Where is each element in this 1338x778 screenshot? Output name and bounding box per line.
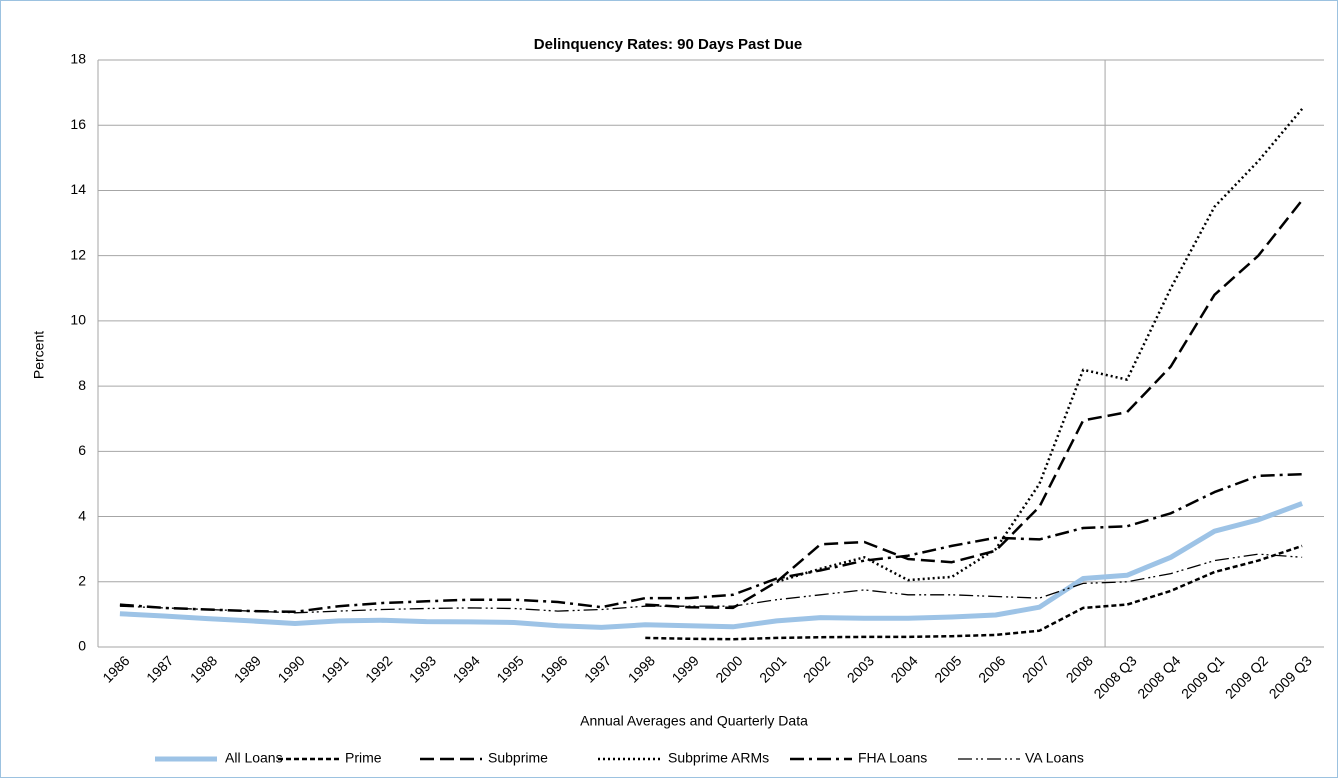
y-tick-label: 16	[70, 116, 86, 132]
y-tick-label: 10	[70, 312, 86, 328]
y-tick-label: 4	[78, 507, 86, 523]
y-tick-label: 14	[70, 181, 86, 197]
y-tick-label: 12	[70, 246, 86, 262]
x-axis-title: Annual Averages and Quarterly Data	[580, 713, 808, 729]
y-tick-label: 8	[78, 377, 86, 393]
legend-label: Subprime	[488, 750, 548, 766]
series-line	[645, 199, 1304, 610]
y-axis-title: Percent	[31, 331, 47, 379]
legend-label: Subprime ARMs	[668, 750, 769, 766]
y-tick-label: 2	[78, 572, 86, 588]
legend-label: Prime	[345, 750, 382, 766]
series-line	[119, 501, 1303, 630]
legend-label: All Loans	[225, 750, 283, 766]
chart-title: Delinquency Rates: 90 Days Past Due	[534, 36, 802, 53]
series-line	[119, 553, 1303, 614]
y-tick-label: 18	[70, 51, 86, 67]
legend-label: VA Loans	[1025, 750, 1084, 766]
series-line	[119, 472, 1303, 614]
series-line	[645, 544, 1303, 641]
y-tick-label: 0	[78, 638, 86, 654]
series-line	[776, 108, 1304, 583]
y-tick-label: 6	[78, 442, 86, 458]
legend-label: FHA Loans	[858, 750, 927, 766]
